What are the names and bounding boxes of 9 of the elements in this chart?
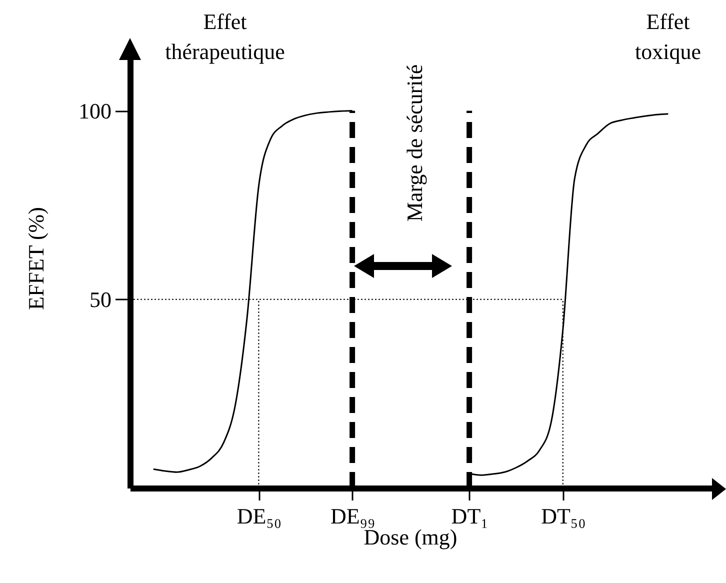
annotation: Effet toxique	[635, 9, 701, 64]
y-tick-label: 50	[90, 286, 112, 312]
x-tick-label: DE₅₀	[236, 504, 282, 528]
x-tick-label: DT₁	[451, 504, 488, 528]
y-tick-label: 100	[78, 98, 112, 124]
annotation: Effet thérapeutique	[165, 9, 285, 64]
annotation: Marge de sécurité	[402, 64, 427, 222]
y-axis-title: EFFET (%)	[24, 207, 48, 310]
x-tick-label: DT₅₀	[541, 504, 586, 528]
